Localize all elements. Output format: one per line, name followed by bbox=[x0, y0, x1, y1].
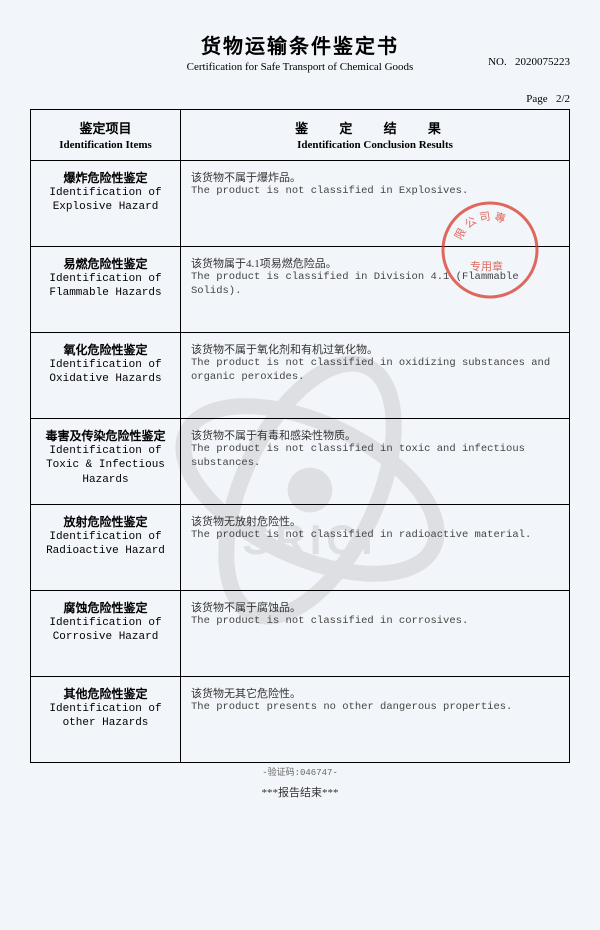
item-en: Identification of Corrosive Hazard bbox=[35, 616, 176, 645]
item-cell: 易燃危险性鉴定Identification of Flammable Hazar… bbox=[31, 247, 181, 333]
header-results: 鉴 定 结 果 Identification Conclusion Result… bbox=[181, 110, 570, 161]
item-en: Identification of Toxic & Infectious Haz… bbox=[35, 444, 176, 487]
table-row: 毒害及传染危险性鉴定Identification of Toxic & Infe… bbox=[31, 419, 570, 505]
item-cell: 爆炸危险性鉴定Identification of Explosive Hazar… bbox=[31, 161, 181, 247]
doc-no-label: NO. bbox=[488, 56, 507, 68]
result-cn: 该货物不属于有毒和感染性物质。 bbox=[191, 427, 559, 443]
result-cell: 该货物无放射危险性。The product is not classified … bbox=[181, 505, 570, 591]
result-en: The product is not classified in corrosi… bbox=[191, 615, 559, 629]
title-cn: 货物运输条件鉴定书 bbox=[20, 30, 580, 59]
result-cell: 该货物属于4.1项易燃危险品。The product is classified… bbox=[181, 247, 570, 333]
header-items-cn: 鉴定项目 bbox=[79, 121, 131, 136]
result-cn: 该货物不属于氧化剂和有机过氧化物。 bbox=[191, 341, 559, 357]
result-en: The product presents no other dangerous … bbox=[191, 701, 559, 715]
header-items-en: Identification Items bbox=[59, 139, 152, 151]
result-cn: 该货物不属于爆炸品。 bbox=[191, 169, 559, 185]
item-cn: 腐蚀危险性鉴定 bbox=[35, 599, 176, 616]
identification-table: 鉴定项目 Identification Items 鉴 定 结 果 Identi… bbox=[30, 109, 570, 763]
item-en: Identification of other Hazards bbox=[35, 702, 176, 731]
title-en: Certification for Safe Transport of Chem… bbox=[187, 61, 414, 73]
result-cell: 该货物无其它危险性。The product presents no other … bbox=[181, 677, 570, 763]
header-items: 鉴定项目 Identification Items bbox=[31, 110, 181, 161]
item-cn: 氧化危险性鉴定 bbox=[35, 341, 176, 358]
header-results-en: Identification Conclusion Results bbox=[297, 139, 453, 151]
page-number: Page 2/2 bbox=[20, 93, 570, 105]
item-en: Identification of Radioactive Hazard bbox=[35, 530, 176, 559]
item-cell: 腐蚀危险性鉴定Identification of Corrosive Hazar… bbox=[31, 591, 181, 677]
page-value: 2/2 bbox=[556, 93, 570, 105]
result-cell: 该货物不属于腐蚀品。The product is not classified … bbox=[181, 591, 570, 677]
result-en: The product is classified in Division 4.… bbox=[191, 271, 559, 298]
result-cn: 该货物属于4.1项易燃危险品。 bbox=[191, 255, 559, 271]
item-cn: 易燃危险性鉴定 bbox=[35, 255, 176, 272]
item-cn: 放射危险性鉴定 bbox=[35, 513, 176, 530]
result-cell: 该货物不属于氧化剂和有机过氧化物。The product is not clas… bbox=[181, 333, 570, 419]
result-en: The product is not classified in Explosi… bbox=[191, 185, 559, 199]
item-en: Identification of Explosive Hazard bbox=[35, 186, 176, 215]
item-en: Identification of Oxidative Hazards bbox=[35, 358, 176, 387]
page-label: Page bbox=[526, 93, 547, 105]
footer-verification-code: -验证码:046747- bbox=[20, 765, 580, 778]
result-cn: 该货物无其它危险性。 bbox=[191, 685, 559, 701]
document-number: NO. 2020075223 bbox=[488, 56, 570, 68]
header-results-cn: 鉴 定 结 果 bbox=[295, 121, 455, 136]
result-cell: 该货物不属于有毒和感染性物质。The product is not classi… bbox=[181, 419, 570, 505]
result-en: The product is not classified in toxic a… bbox=[191, 443, 559, 470]
item-cn: 毒害及传染危险性鉴定 bbox=[35, 427, 176, 444]
table-row: 其他危险性鉴定Identification of other Hazards该货… bbox=[31, 677, 570, 763]
doc-no-value: 2020075223 bbox=[515, 56, 570, 68]
item-cell: 毒害及传染危险性鉴定Identification of Toxic & Infe… bbox=[31, 419, 181, 505]
footer-report-end: ***报告结束*** bbox=[20, 784, 580, 800]
result-cn: 该货物不属于腐蚀品。 bbox=[191, 599, 559, 615]
item-en: Identification of Flammable Hazards bbox=[35, 272, 176, 301]
item-cn: 爆炸危险性鉴定 bbox=[35, 169, 176, 186]
item-cell: 放射危险性鉴定Identification of Radioactive Haz… bbox=[31, 505, 181, 591]
item-cell: 其他危险性鉴定Identification of other Hazards bbox=[31, 677, 181, 763]
table-row: 爆炸危险性鉴定Identification of Explosive Hazar… bbox=[31, 161, 570, 247]
result-cn: 该货物无放射危险性。 bbox=[191, 513, 559, 529]
item-cell: 氧化危险性鉴定Identification of Oxidative Hazar… bbox=[31, 333, 181, 419]
table-row: 易燃危险性鉴定Identification of Flammable Hazar… bbox=[31, 247, 570, 333]
table-row: 放射危险性鉴定Identification of Radioactive Haz… bbox=[31, 505, 570, 591]
result-en: The product is not classified in radioac… bbox=[191, 529, 559, 543]
result-en: The product is not classified in oxidizi… bbox=[191, 357, 559, 384]
result-cell: 该货物不属于爆炸品。The product is not classified … bbox=[181, 161, 570, 247]
table-row: 腐蚀危险性鉴定Identification of Corrosive Hazar… bbox=[31, 591, 570, 677]
item-cn: 其他危险性鉴定 bbox=[35, 685, 176, 702]
table-row: 氧化危险性鉴定Identification of Oxidative Hazar… bbox=[31, 333, 570, 419]
